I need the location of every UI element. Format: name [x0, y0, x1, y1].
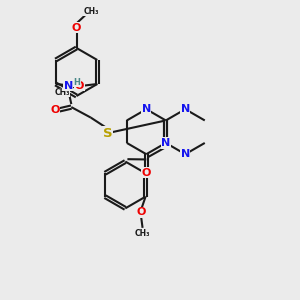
- Text: CH₃: CH₃: [135, 229, 150, 238]
- Text: O: O: [142, 168, 151, 178]
- Text: H: H: [73, 78, 80, 87]
- Text: O: O: [72, 22, 81, 33]
- Text: O: O: [50, 105, 59, 115]
- Text: N: N: [161, 138, 170, 148]
- Text: O: O: [75, 80, 84, 91]
- Text: S: S: [103, 127, 112, 140]
- Text: N: N: [64, 80, 73, 91]
- Text: N: N: [181, 149, 190, 159]
- Text: O: O: [136, 207, 146, 217]
- Text: CH₃: CH₃: [54, 88, 70, 97]
- Text: N: N: [142, 104, 151, 114]
- Text: N: N: [181, 104, 190, 114]
- Text: CH₃: CH₃: [83, 7, 99, 16]
